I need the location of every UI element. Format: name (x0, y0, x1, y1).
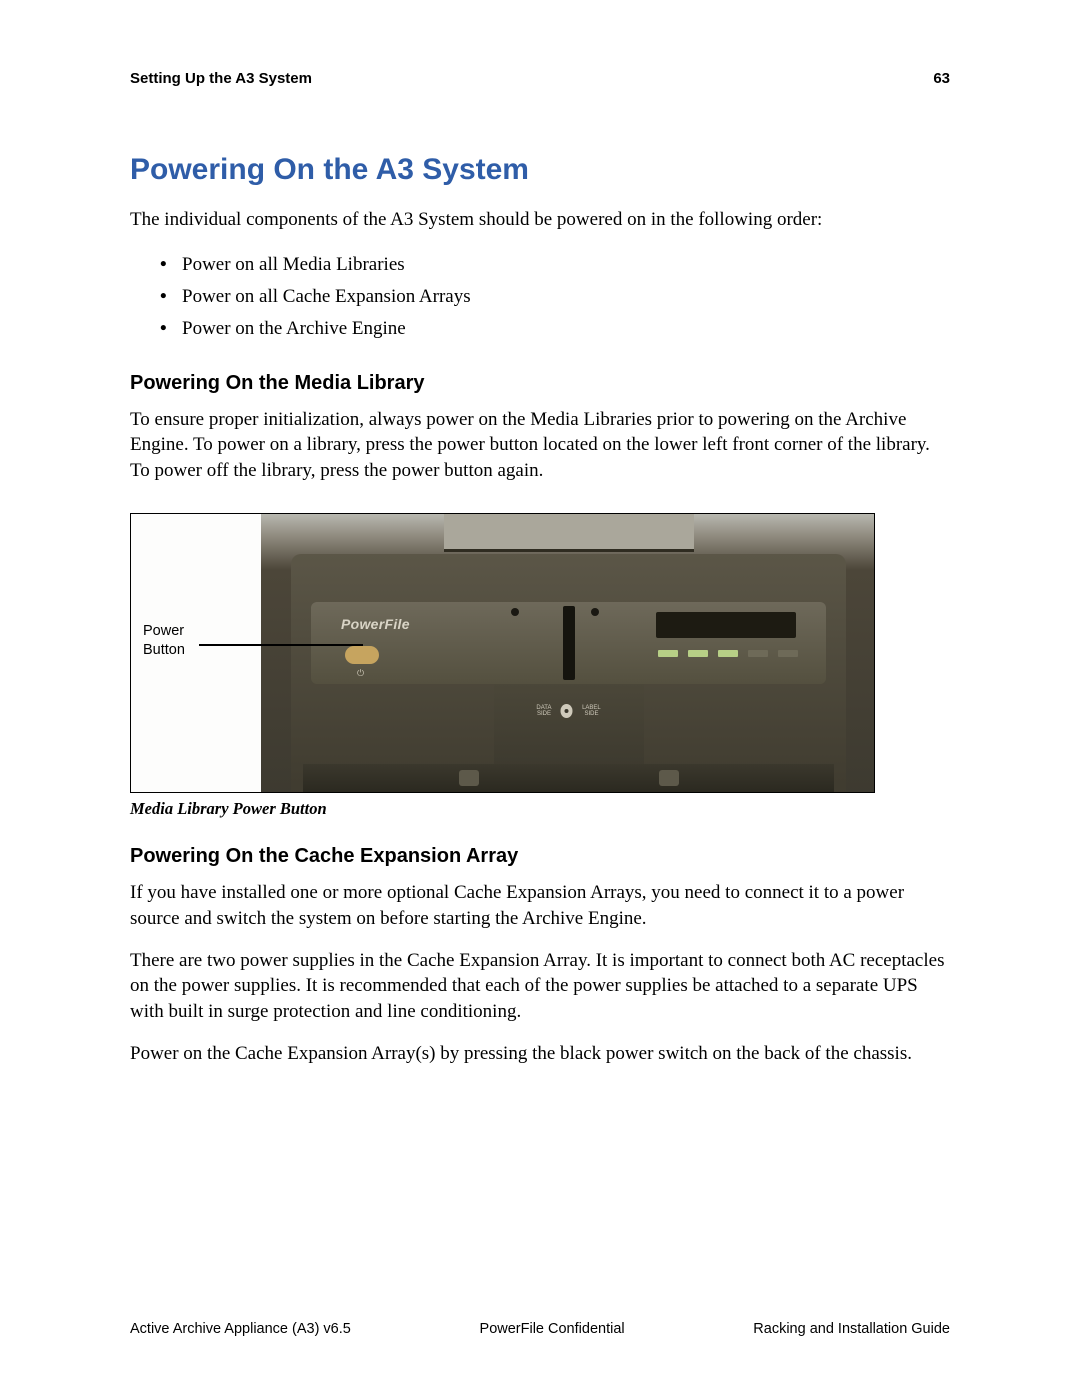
power-button-icon (345, 646, 379, 664)
callout-line2: Button (143, 641, 185, 659)
device-photo: PowerFile ⏻ DATA SIDE LABEL SIDE (261, 514, 875, 793)
footer-left: Active Archive Appliance (A3) v6.5 (130, 1321, 351, 1337)
callout-line1: Power (143, 622, 185, 640)
page-footer: Active Archive Appliance (A3) v6.5 Power… (130, 1321, 950, 1337)
section-paragraph: If you have installed one or more option… (130, 880, 950, 931)
footer-center: PowerFile Confidential (480, 1321, 625, 1337)
section-paragraph: Power on the Cache Expansion Array(s) by… (130, 1041, 950, 1067)
page-title: Powering On the A3 System (130, 153, 950, 187)
header-section: Setting Up the A3 System (130, 70, 312, 87)
page-header: Setting Up the A3 System 63 (130, 70, 950, 87)
section-heading-cache-array: Powering On the Cache Expansion Array (130, 845, 950, 868)
figure-caption: Media Library Power Button (130, 799, 950, 819)
figure: PowerFile ⏻ DATA SIDE LABEL SIDE (130, 513, 950, 819)
section-paragraph: To ensure proper initialization, always … (130, 407, 950, 484)
list-item: Power on all Cache Expansion Arrays (160, 281, 950, 313)
figure-box: PowerFile ⏻ DATA SIDE LABEL SIDE (130, 513, 875, 793)
list-item: Power on all Media Libraries (160, 249, 950, 281)
footer-right: Racking and Installation Guide (753, 1321, 950, 1337)
power-order-list: Power on all Media Libraries Power on al… (130, 249, 950, 346)
list-item: Power on the Archive Engine (160, 313, 950, 345)
header-page-number: 63 (933, 70, 950, 87)
disc-side-label: DATA SIDE (531, 705, 557, 717)
disc-side-label: LABEL SIDE (577, 705, 606, 717)
callout-leader-line (199, 644, 363, 646)
callout-label: Power Button (143, 622, 185, 658)
section-paragraph: There are two power supplies in the Cach… (130, 948, 950, 1025)
device-brand: PowerFile (341, 616, 410, 632)
intro-paragraph: The individual components of the A3 Syst… (130, 207, 950, 233)
section-heading-media-library: Powering On the Media Library (130, 372, 950, 395)
